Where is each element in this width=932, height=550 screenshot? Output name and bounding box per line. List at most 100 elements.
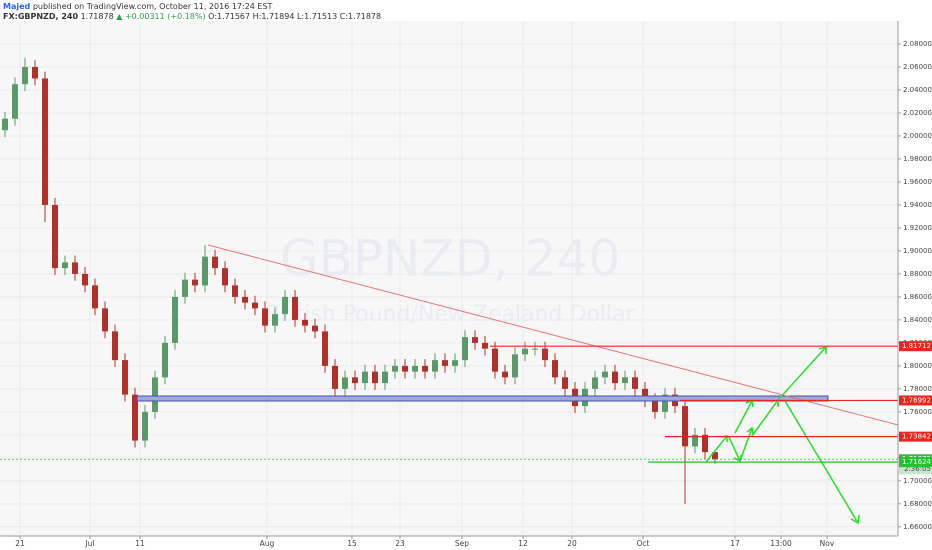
- arrow: ▲: [116, 12, 123, 21]
- candle-body: [392, 365, 398, 372]
- candle-body: [562, 377, 568, 389]
- arrow: [739, 426, 754, 462]
- header-line-2: FX:GBPNZD, 240 1.71878 ▲ +0.00311 (+0.18…: [3, 12, 381, 21]
- y-tick-label: 1.80000: [903, 362, 932, 370]
- candle-body: [382, 371, 388, 384]
- candle-body: [632, 377, 638, 389]
- candle-body: [312, 325, 318, 332]
- candle-body: [222, 268, 228, 286]
- y-tick-label: 1.76000: [903, 408, 932, 416]
- price-tag-label: 1.76992: [902, 396, 931, 404]
- support-zone: [136, 395, 829, 402]
- x-tick-label: Jul: [84, 539, 94, 548]
- ohlc: O:1.71567 H:1.71894 L:1.71513 C:1.71878: [208, 12, 381, 21]
- candle-body: [372, 371, 378, 384]
- price-tag-label: 1.81712: [902, 342, 931, 350]
- candle-body: [142, 411, 148, 441]
- candle-body: [192, 279, 198, 286]
- candle-body: [622, 377, 628, 384]
- price-tag: [899, 395, 932, 406]
- candle-body: [302, 319, 308, 326]
- watermark: GBPNZD, 240: [280, 230, 621, 288]
- x-tick-label: 12: [518, 539, 528, 548]
- candle-body: [152, 377, 158, 412]
- candle-body: [182, 279, 188, 297]
- candle-body: [2, 118, 8, 131]
- candle-body: [452, 360, 458, 366]
- candle-body: [172, 296, 178, 343]
- candle-body: [282, 296, 288, 315]
- price-levels: [0, 345, 898, 463]
- y-tick-label: 1.96000: [903, 178, 932, 186]
- candle-body: [162, 342, 168, 378]
- candle-body: [12, 84, 18, 119]
- candle-body: [332, 365, 338, 389]
- price: 1.71878: [81, 12, 114, 21]
- candle-body: [232, 285, 238, 297]
- candle-body: [342, 377, 348, 389]
- candle-body: [462, 337, 468, 361]
- x-tick-label: 15: [347, 539, 357, 548]
- x-tick-label: Aug: [260, 539, 275, 548]
- y-tick-label: 1.78000: [903, 385, 932, 393]
- candle-body: [472, 337, 478, 343]
- candle-body: [612, 371, 618, 384]
- x-tick-label: Oct: [637, 539, 650, 548]
- arrow: [777, 345, 827, 401]
- symbol: FX:GBPNZD, 240: [3, 12, 78, 21]
- candle-body: [412, 365, 418, 372]
- candle-body: [252, 302, 258, 309]
- candle-body: [712, 452, 718, 459]
- countdown: 2:36:05: [904, 465, 931, 473]
- candle-body: [112, 331, 118, 361]
- y-tick-label: 2.04000: [903, 86, 932, 94]
- header-line-1: Majed published on TradingView.com, Octo…: [3, 2, 273, 11]
- price-tag-label: 1.71624: [902, 458, 931, 466]
- y-tick-label: 1.66000: [903, 523, 932, 531]
- candle-body: [662, 394, 668, 412]
- candle-body: [592, 377, 598, 389]
- candle-body: [102, 308, 108, 332]
- price-tag: [899, 341, 932, 352]
- candle-body: [492, 348, 498, 372]
- y-tick-label: 1.88000: [903, 270, 932, 278]
- y-tick-label: 2.06000: [903, 63, 932, 71]
- candle-body: [512, 354, 518, 378]
- candle-body: [542, 348, 548, 361]
- y-tick-label: 2.02000: [903, 109, 932, 117]
- author: Majed: [3, 2, 31, 11]
- published: published on TradingView.com, October 11…: [33, 2, 273, 11]
- y-tick-label: 1.90000: [903, 247, 932, 255]
- candle-body: [522, 348, 528, 355]
- candle-body: [72, 262, 78, 274]
- x-tick-label: 17: [730, 539, 740, 548]
- change: +0.00311 (+0.18%): [125, 12, 206, 21]
- candle-body: [22, 66, 28, 85]
- candle-body: [482, 342, 488, 349]
- candle-body: [602, 371, 608, 378]
- plot-area: [0, 21, 898, 536]
- price-tag: [899, 431, 932, 442]
- candle-body: [132, 394, 138, 441]
- countdown-tag: [899, 464, 932, 475]
- candle-body: [212, 256, 218, 269]
- candle-body: [682, 406, 688, 447]
- candle-body: [52, 204, 58, 269]
- candle-body: [322, 331, 328, 366]
- y-tick-label: 1.94000: [903, 201, 932, 209]
- x-tick-label: 21: [15, 539, 25, 548]
- candle-body: [262, 308, 268, 326]
- y-tick-label: 1.70000: [903, 477, 932, 485]
- candle-body: [702, 434, 708, 453]
- price-tags: 1.817121.769921.738421.718782:36:051.716…: [899, 341, 932, 475]
- y-tick-label: 1.84000: [903, 316, 932, 324]
- y-tick-label: 2.08000: [903, 40, 932, 48]
- candle-body: [402, 365, 408, 372]
- y-tick-label: 1.86000: [903, 293, 932, 301]
- candle-body: [272, 314, 278, 326]
- candle-body: [552, 360, 558, 378]
- price-tag: [899, 457, 932, 468]
- candle-body: [352, 377, 358, 384]
- x-tick-label: 20: [567, 539, 577, 548]
